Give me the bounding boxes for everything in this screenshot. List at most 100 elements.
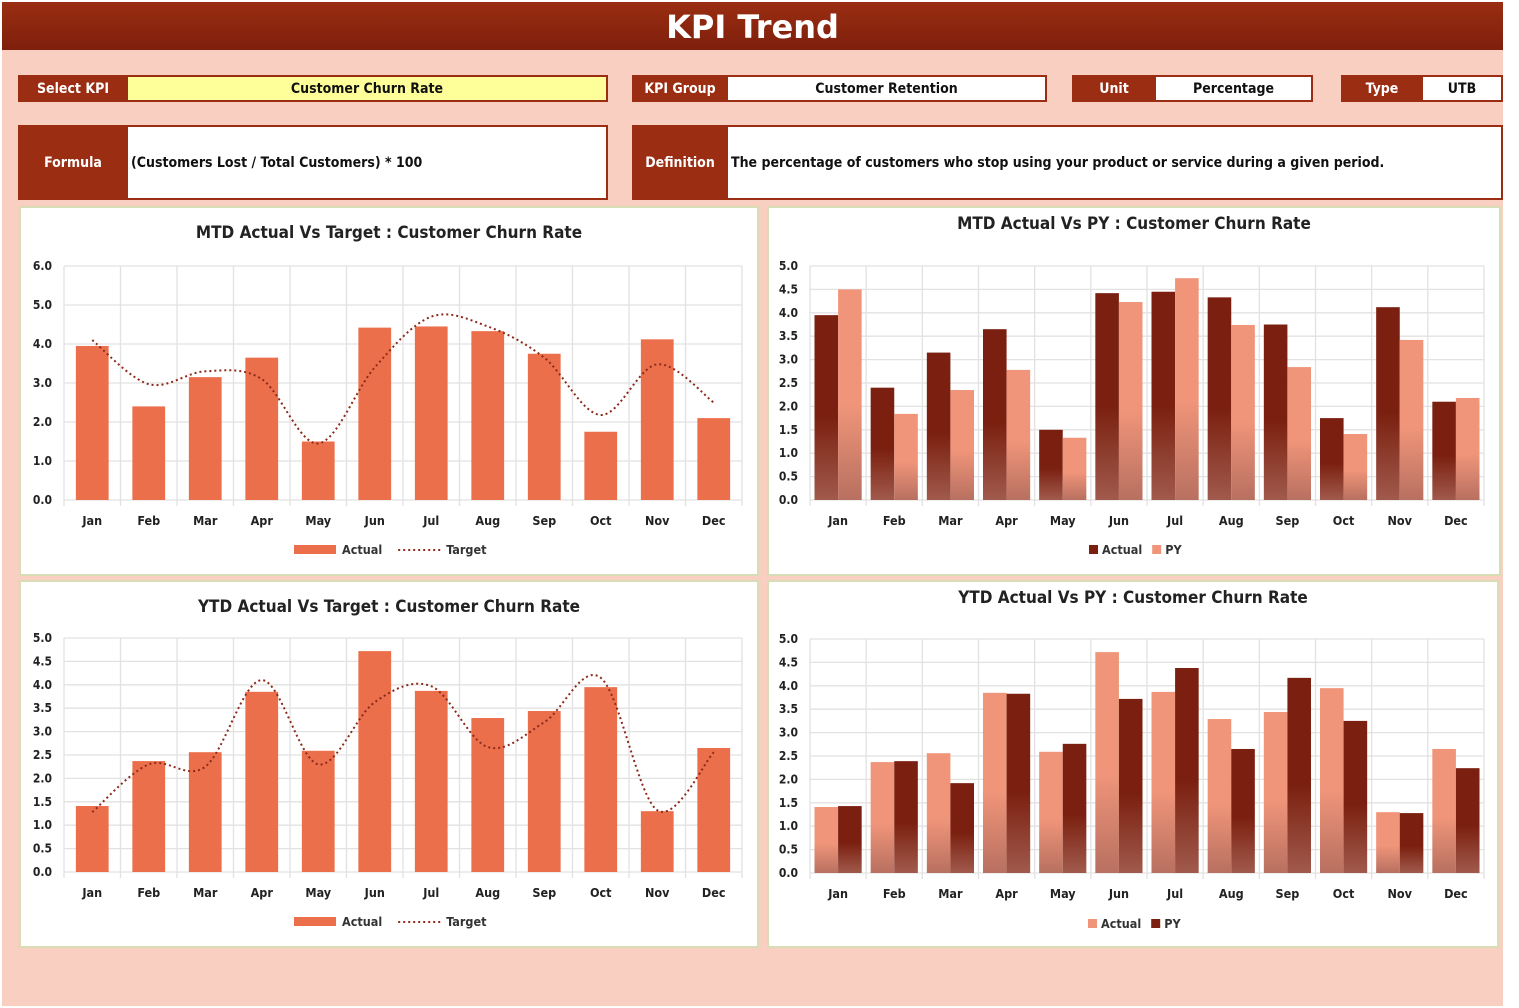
y-tick-label: 3.5 — [33, 701, 52, 715]
bar-actual — [358, 651, 392, 872]
bar-actual — [1151, 691, 1176, 873]
bar-py — [1062, 437, 1087, 500]
bar-actual — [1376, 812, 1400, 873]
bar-actual — [926, 753, 951, 873]
kpi-group-label: KPI Group — [632, 75, 728, 102]
y-tick-label: 0.0 — [33, 493, 52, 507]
y-tick-label: 0.5 — [779, 843, 798, 857]
legend-label-actual: Actual — [1102, 542, 1142, 557]
legend-swatch-actual — [1088, 919, 1097, 928]
x-tick-label: Aug — [1219, 513, 1244, 528]
chart-svg: 0.0 1.0 2.0 3.0 4.0 5.0 6.0 Jan Feb Mar Apr May Jun J… — [33, 259, 743, 557]
bar-actual — [1039, 751, 1063, 873]
x-tick-label: Jun — [364, 885, 385, 900]
x-tick-label: Sep — [1276, 513, 1300, 528]
y-tick-label: 3.0 — [779, 353, 798, 367]
bar-actual — [75, 345, 109, 500]
legend-label-target: Target — [446, 914, 487, 929]
y-tick-label: 0.5 — [779, 470, 798, 484]
bar-actual — [1319, 688, 1344, 873]
chart-svg: 0.0 0.5 1.0 1.5 2.0 2.5 3.0 3.5 4.0 4.5 5.0 Jan Feb M… — [779, 632, 1485, 931]
x-tick-label: May — [1050, 886, 1076, 901]
x-tick-label: Mar — [938, 886, 963, 901]
x-tick-label: Dec — [1444, 513, 1468, 528]
bar-py — [1455, 768, 1480, 873]
y-tick-label: 0.0 — [779, 866, 798, 880]
y-tick-label: 4.5 — [33, 654, 52, 668]
y-tick-label: 4.0 — [33, 337, 52, 351]
x-tick-label: Jun — [1108, 886, 1129, 901]
bar-actual — [814, 807, 839, 873]
bar-py — [1175, 278, 1199, 500]
bar-actual — [697, 747, 731, 872]
legend-swatch-actual — [294, 917, 336, 926]
chart-ytd-actual-vs-target: YTD Actual Vs Target : Customer Churn Ra… — [19, 580, 759, 948]
y-tick-label: 2.5 — [779, 376, 798, 390]
bar-py — [950, 783, 975, 873]
bar-actual — [1095, 652, 1119, 873]
bar-py — [1118, 302, 1143, 500]
select-kpi-label: Select KPI — [18, 75, 128, 102]
x-tick-label: Jun — [364, 513, 385, 528]
y-tick-label: 3.5 — [779, 702, 798, 716]
chart-mtd-actual-vs-py: MTD Actual Vs PY : Customer Churn Rate 0… — [767, 206, 1501, 576]
x-tick-label: Apr — [251, 513, 274, 528]
chart-svg: 0.0 0.5 1.0 1.5 2.0 2.5 3.0 3.5 4.0 4.5 5.0 Jan Feb M… — [779, 259, 1485, 557]
bar-py — [1062, 743, 1087, 873]
bar-actual — [1151, 291, 1176, 500]
bar-actual — [1039, 429, 1063, 500]
bar-actual — [1319, 418, 1344, 500]
x-tick-label: Apr — [995, 513, 1018, 528]
bar-actual — [358, 327, 392, 500]
chart-title: MTD Actual Vs Target : Customer Churn Ra… — [195, 223, 583, 243]
y-tick-label: 2.5 — [779, 749, 798, 763]
bar-actual — [414, 326, 448, 500]
bar-actual — [697, 418, 731, 500]
bar-py — [1118, 698, 1143, 873]
line-target — [91, 674, 715, 813]
bar-actual — [814, 315, 839, 500]
x-tick-label: Feb — [883, 886, 906, 901]
y-tick-label: 5.0 — [33, 631, 52, 645]
x-tick-label: Apr — [995, 886, 1018, 901]
legend-label-py: PY — [1164, 916, 1181, 931]
bar-py — [1455, 397, 1480, 500]
formula-value: (Customers Lost / Total Customers) * 100 — [126, 125, 608, 200]
bar-py — [894, 761, 918, 873]
bar-actual — [1432, 401, 1456, 500]
bar-py — [1231, 748, 1255, 873]
bar-py — [1287, 677, 1312, 873]
y-tick-label: 0.5 — [33, 842, 52, 856]
x-tick-label: Dec — [702, 513, 726, 528]
y-tick-label: 1.5 — [779, 423, 798, 437]
bar-actual — [584, 431, 618, 500]
x-tick-label: Feb — [883, 513, 906, 528]
y-tick-label: 3.0 — [779, 726, 798, 740]
x-tick-label: Oct — [590, 885, 612, 900]
bar-actual — [1376, 307, 1400, 500]
bar-py — [1231, 324, 1255, 500]
formula-label: Formula — [18, 125, 128, 200]
kpi-group-value: Customer Retention — [726, 75, 1047, 102]
bar-actual — [1207, 719, 1232, 873]
legend-label-actual: Actual — [1101, 916, 1141, 931]
x-tick-label: May — [305, 885, 331, 900]
x-tick-label: Jul — [1166, 886, 1183, 901]
select-kpi-dropdown[interactable]: Customer Churn Rate — [126, 75, 608, 102]
y-tick-label: 5.0 — [779, 259, 798, 273]
y-tick-label: 4.0 — [33, 678, 52, 692]
bar-actual — [640, 811, 674, 872]
bar-actual — [245, 691, 279, 872]
x-tick-label: Mar — [193, 513, 218, 528]
x-tick-label: Dec — [1444, 886, 1468, 901]
y-tick-label: 4.5 — [779, 282, 798, 296]
x-tick-label: Jul — [422, 885, 439, 900]
bar-actual — [870, 762, 895, 873]
x-tick-label: Sep — [532, 885, 556, 900]
x-tick-label: Oct — [590, 513, 612, 528]
bar-py — [838, 289, 862, 500]
bar-py — [1399, 813, 1424, 873]
bar-actual — [1207, 297, 1232, 500]
x-tick-label: Feb — [137, 513, 160, 528]
y-tick-label: 2.0 — [779, 772, 798, 786]
